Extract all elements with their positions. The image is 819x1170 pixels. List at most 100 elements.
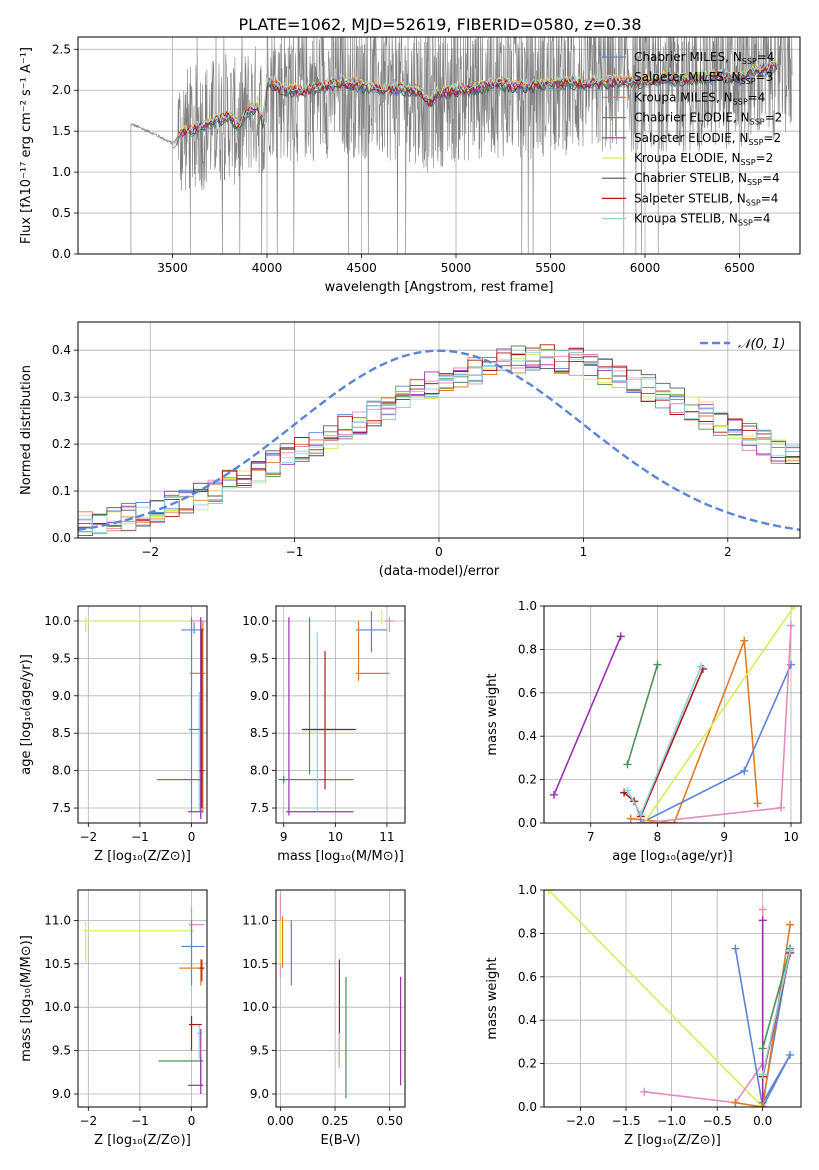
errorbar-point bbox=[190, 617, 206, 812]
errorbar-point bbox=[355, 611, 387, 653]
x-tick-label: 1 bbox=[580, 545, 588, 559]
weight-marker bbox=[758, 905, 767, 914]
errorbar-point bbox=[83, 922, 195, 964]
mass_vs_ebv-panel: 0.00 0.25 0.50 9.0 9.5 10.0 10.5 11.0 E(B-V) bbox=[242, 889, 406, 1148]
errorbar-point bbox=[189, 620, 206, 812]
x-tick-label: 0.00 bbox=[267, 1114, 294, 1128]
residuals-ylabel: Normed distribution bbox=[19, 365, 34, 495]
weight-line bbox=[630, 640, 759, 823]
weight-marker bbox=[544, 890, 553, 894]
y-tick-label: 0.6 bbox=[518, 686, 537, 700]
x-tick-label: 6500 bbox=[724, 261, 755, 275]
weight-marker bbox=[636, 810, 645, 819]
y-tick-label: 10.0 bbox=[242, 1000, 269, 1014]
x-tick-label: 10 bbox=[783, 830, 798, 844]
x-tick-label: 0.50 bbox=[376, 1114, 403, 1128]
gaussian-reference-line bbox=[78, 349, 800, 531]
y-tick-label: 1.0 bbox=[52, 165, 71, 179]
legend-entry: Chabrier MILES, NSSP=4 bbox=[634, 50, 774, 66]
x-tick-label: −1.0 bbox=[657, 1114, 686, 1128]
legend-entry: Salpeter STELIB, NSSP=4 bbox=[634, 191, 778, 207]
legend-entry: Kroupa ELODIE, NSSP=2 bbox=[634, 151, 773, 167]
axes-frame bbox=[275, 605, 406, 824]
weight_vs_Z-ylabel: mass weight bbox=[485, 957, 500, 1039]
errorbar-point bbox=[188, 1015, 202, 1051]
spectrum-panel: 3500 4000 4500 5000 5500 6000 6500 0.0 0.5 1.0 1.5… bbox=[19, 36, 801, 295]
age_vs_mass-grid bbox=[276, 606, 405, 823]
weight-marker bbox=[786, 920, 795, 929]
weight_vs_age-grid bbox=[544, 605, 801, 824]
residuals-grid bbox=[78, 322, 800, 539]
y-tick-label: 0.0 bbox=[518, 816, 537, 830]
x-tick-label: 10 bbox=[328, 830, 343, 844]
axes-frame bbox=[543, 889, 802, 1108]
mass_vs_Z-plot bbox=[83, 907, 205, 1094]
y-tick-label: 9.5 bbox=[250, 651, 269, 665]
x-tick-label: 6000 bbox=[630, 261, 661, 275]
weight-marker bbox=[758, 1044, 767, 1053]
weight-marker bbox=[740, 636, 749, 645]
x-tick-label: 0 bbox=[188, 1114, 196, 1128]
axes-frame bbox=[77, 36, 801, 255]
mass_vs_ebv-plot bbox=[279, 894, 402, 1099]
y-tick-label: 0.2 bbox=[52, 437, 71, 451]
weight-line bbox=[626, 666, 702, 817]
spectrum-plot bbox=[130, 37, 793, 254]
weight-line bbox=[548, 890, 764, 1107]
y-tick-label: 0.4 bbox=[52, 343, 71, 357]
errorbar-point bbox=[156, 622, 204, 818]
errorbar-point bbox=[278, 775, 354, 784]
weight-marker bbox=[786, 946, 795, 955]
mass_vs_Z-xlabel: Z [log₁₀(Z/Z⊙)] bbox=[94, 1133, 191, 1148]
x-tick-label: 5500 bbox=[535, 261, 566, 275]
weight-line bbox=[644, 625, 792, 823]
weight_vs_age-xlabel: age [log₁₀(age/yr)] bbox=[612, 849, 733, 864]
y-tick-label: 0.4 bbox=[518, 1013, 537, 1027]
errorbar-point bbox=[304, 632, 354, 812]
errorbar-point bbox=[199, 628, 205, 809]
legend-entry: Chabrier STELIB, NSSP=4 bbox=[634, 171, 780, 187]
y-tick-label: 9.0 bbox=[52, 1087, 71, 1101]
age_vs_mass-plot bbox=[278, 609, 395, 816]
y-tick-label: 10.0 bbox=[44, 1000, 71, 1014]
weight_vs_age-ylabel: mass weight bbox=[485, 673, 500, 755]
mass_vs_Z-ylabel: mass [log₁₀(M/M⊙)] bbox=[19, 935, 34, 1062]
y-tick-label: 2.0 bbox=[52, 83, 71, 97]
y-tick-label: 1.0 bbox=[518, 883, 537, 897]
gaussian-legend-label: 𝒩(0, 1) bbox=[738, 337, 785, 352]
model-spectrum-line bbox=[184, 59, 777, 134]
weight-marker bbox=[626, 814, 635, 823]
x-tick-label: 2 bbox=[724, 545, 732, 559]
weight_vs_Z-xlabel: Z [log₁₀(Z/Z⊙)] bbox=[624, 1133, 721, 1148]
y-tick-label: 11.0 bbox=[44, 913, 71, 927]
x-tick-label: 11 bbox=[379, 830, 394, 844]
errorbar-point bbox=[83, 617, 202, 633]
mass_vs_Z-grid bbox=[78, 890, 207, 1107]
weight-line bbox=[626, 664, 659, 765]
mass_vs_ebv-xlabel: E(B-V) bbox=[320, 1133, 360, 1148]
x-tick-label: 9 bbox=[720, 830, 728, 844]
weight-marker bbox=[731, 944, 740, 953]
weight-marker bbox=[776, 803, 785, 812]
weight-series bbox=[758, 946, 795, 1079]
y-tick-label: 10.5 bbox=[44, 957, 71, 971]
residual-histogram-step bbox=[78, 349, 800, 534]
x-tick-label: 7 bbox=[587, 830, 595, 844]
weight-series bbox=[758, 916, 767, 1107]
observed-spectrum-line bbox=[130, 37, 793, 254]
weight-marker bbox=[753, 799, 762, 808]
errorbar-point bbox=[181, 920, 205, 986]
y-tick-label: 10.0 bbox=[242, 614, 269, 628]
y-tick-label: 0.8 bbox=[518, 642, 537, 656]
x-tick-label: −2.0 bbox=[566, 1114, 595, 1128]
x-tick-label: −1 bbox=[131, 830, 149, 844]
weight_vs_age-panel: 7 8 9 10 0.0 0.2 0.4 0.6 0.8 1.0 age [log₁₀(age/yr… bbox=[485, 599, 802, 864]
x-tick-label: 4500 bbox=[346, 261, 377, 275]
legend-entry: Kroupa MILES, NSSP=4 bbox=[634, 90, 765, 106]
y-tick-label: 10.0 bbox=[44, 614, 71, 628]
weight-series bbox=[544, 890, 767, 1107]
weight-marker bbox=[640, 1087, 649, 1096]
y-tick-label: 0.0 bbox=[52, 247, 71, 261]
weight-marker bbox=[786, 621, 795, 630]
y-tick-label: 9.0 bbox=[250, 689, 269, 703]
